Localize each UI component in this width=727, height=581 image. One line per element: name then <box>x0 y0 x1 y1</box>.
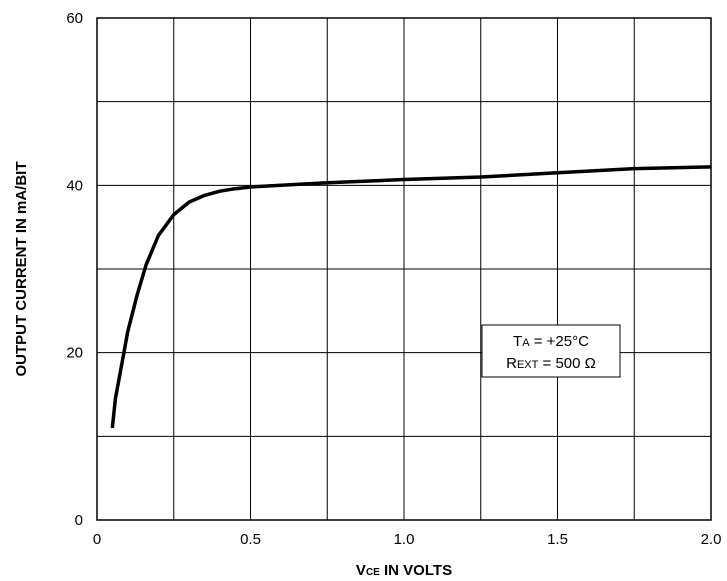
y-tick-labels: 0 20 40 60 <box>66 10 83 529</box>
x-tick-label: 2.0 <box>701 531 722 548</box>
conditions-resistance: REXT = 500 Ω <box>506 355 596 372</box>
y-tick-label: 0 <box>75 512 83 529</box>
x-tick-label: 1.5 <box>547 531 568 548</box>
x-tick-label: 0 <box>93 531 101 548</box>
x-tick-label: 1.0 <box>394 531 415 548</box>
y-tick-label: 20 <box>66 345 83 362</box>
series-line <box>110 165 712 429</box>
y-tick-label: 60 <box>66 10 83 27</box>
x-tick-labels: 0 0.5 1.0 1.5 2.0 <box>93 531 722 548</box>
y-tick-label: 40 <box>66 177 83 194</box>
x-tick-label: 0.5 <box>240 531 261 548</box>
conditions-box-frame <box>481 324 621 378</box>
plot-frame <box>96 17 712 521</box>
conditions-temperature: TA = +25°C <box>513 333 589 350</box>
grid <box>97 18 711 520</box>
y-axis-title: OUTPUT CURRENT IN mA/BIT <box>13 162 30 377</box>
conditions-box: TA = +25°C REXT = 500 Ω <box>481 324 621 378</box>
x-axis-title: VCE IN VOLTS <box>356 562 452 579</box>
